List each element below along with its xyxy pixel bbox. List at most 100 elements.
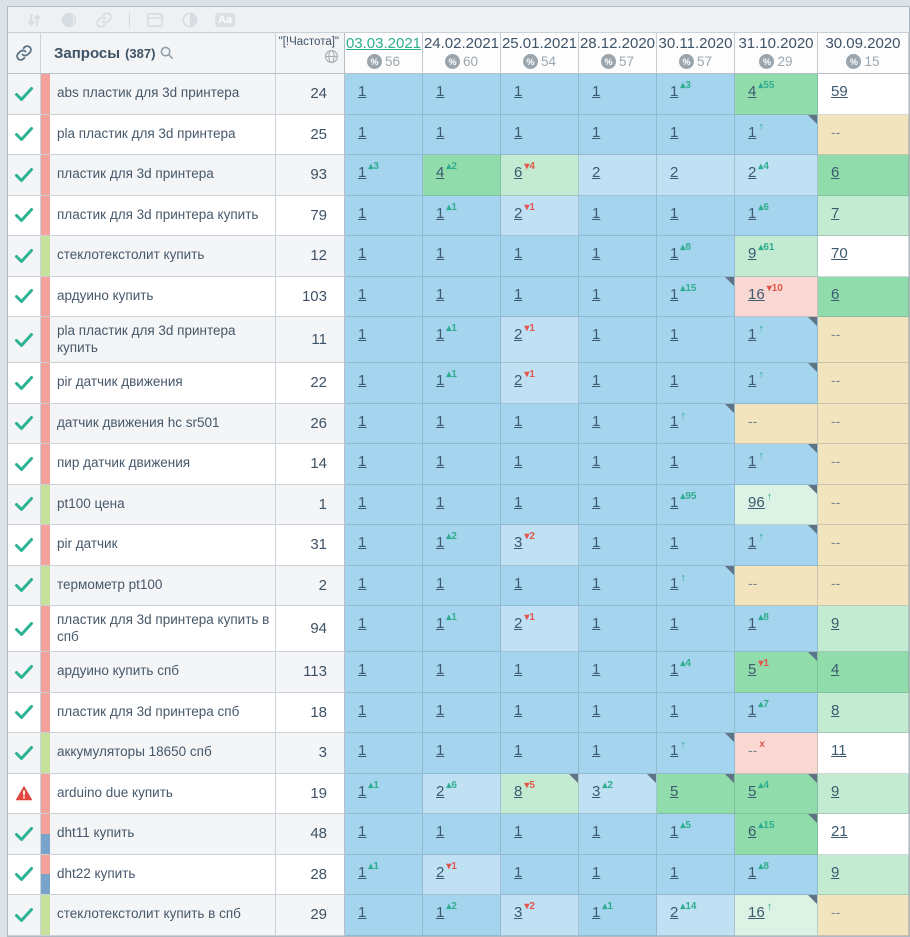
position-link[interactable]: 4 (831, 661, 840, 678)
position-link[interactable]: 1 (592, 742, 601, 759)
keyword-cell[interactable]: пластик для 3d принтера (50, 155, 275, 196)
position-link[interactable]: 1 (592, 326, 601, 343)
position-link[interactable]: 6 (514, 164, 523, 181)
link-icon[interactable] (94, 11, 114, 29)
position-link[interactable]: 1 (748, 534, 757, 551)
position-link[interactable]: 2 (514, 615, 523, 632)
keyword-cell[interactable]: dht11 купить (50, 814, 275, 855)
keyword-cell[interactable]: пир датчик движения (50, 444, 275, 485)
position-link[interactable]: 4 (436, 164, 445, 181)
position-link[interactable]: 5 (748, 782, 757, 800)
position-link[interactable]: 1 (436, 412, 445, 430)
position-link[interactable]: 1 (670, 83, 679, 100)
position-link[interactable]: 1 (358, 83, 367, 100)
check-icon[interactable] (14, 866, 34, 882)
position-link[interactable]: 1 (748, 204, 757, 222)
position-link[interactable]: 1 (592, 285, 601, 303)
position-link[interactable]: 1 (670, 823, 679, 840)
position-link[interactable]: 1 (358, 204, 367, 222)
check-icon[interactable] (14, 456, 34, 472)
check-icon[interactable] (14, 415, 34, 431)
keyword-cell[interactable]: аккумуляторы 18650 спб (50, 733, 275, 774)
position-link[interactable]: 6 (748, 823, 757, 840)
status-cell[interactable] (8, 854, 41, 895)
position-link[interactable]: 16 (748, 904, 765, 921)
position-link[interactable]: 1 (358, 453, 367, 470)
position-link[interactable]: 1 (436, 534, 445, 551)
keyword-cell[interactable]: pir датчик движения (50, 363, 275, 404)
position-link[interactable]: 59 (831, 83, 848, 100)
position-link[interactable]: 7 (831, 204, 840, 222)
position-link[interactable]: 1 (592, 615, 601, 632)
position-link[interactable]: 2 (514, 326, 523, 343)
check-icon[interactable] (14, 907, 34, 923)
check-icon[interactable] (14, 332, 34, 348)
position-link[interactable]: 1 (436, 742, 445, 759)
keyword-cell[interactable]: pt100 цена (50, 484, 275, 525)
position-link[interactable]: 1 (514, 453, 523, 470)
position-link[interactable]: 1 (358, 285, 367, 303)
position-link[interactable]: 9 (831, 782, 840, 800)
status-cell[interactable] (8, 565, 41, 606)
position-link[interactable]: 1 (514, 742, 523, 759)
position-link[interactable]: 1 (592, 493, 601, 511)
position-link[interactable]: 11 (831, 742, 847, 759)
position-link[interactable]: 1 (592, 245, 601, 262)
keyword-cell[interactable]: ардуино купить (50, 276, 275, 317)
position-link[interactable]: 1 (514, 285, 523, 303)
position-link[interactable]: 1 (592, 412, 601, 430)
position-link[interactable]: 1 (670, 204, 679, 222)
status-cell[interactable] (8, 236, 41, 277)
position-link[interactable]: 2 (514, 372, 523, 389)
check-icon[interactable] (14, 126, 34, 142)
status-cell[interactable] (8, 525, 41, 566)
position-link[interactable]: 1 (514, 701, 523, 719)
check-icon[interactable] (14, 826, 34, 842)
position-link[interactable]: 1 (436, 493, 445, 511)
position-link[interactable]: 1 (436, 453, 445, 470)
keyword-cell[interactable]: pla пластик для 3d принтера купить (50, 317, 275, 363)
status-cell[interactable] (8, 276, 41, 317)
position-link[interactable]: 3 (514, 904, 523, 921)
check-icon[interactable] (14, 375, 34, 391)
position-link[interactable]: 21 (831, 823, 848, 840)
position-link[interactable]: 1 (358, 372, 367, 389)
position-link[interactable]: 2 (592, 164, 601, 181)
position-link[interactable]: 1 (436, 574, 445, 592)
position-link[interactable]: 1 (670, 453, 679, 470)
position-link[interactable]: 1 (358, 742, 367, 759)
search-icon[interactable] (160, 46, 174, 60)
check-icon[interactable] (14, 577, 34, 593)
position-link[interactable]: 96 (748, 493, 765, 511)
position-link[interactable]: 1 (592, 372, 601, 389)
position-link[interactable]: 1 (358, 823, 367, 840)
position-link[interactable]: 2 (436, 782, 445, 800)
position-link[interactable]: 1 (358, 863, 367, 881)
position-link[interactable]: 1 (670, 863, 679, 881)
position-link[interactable]: 1 (514, 493, 523, 511)
status-cell[interactable] (8, 114, 41, 155)
panel-icon[interactable] (145, 11, 165, 29)
position-link[interactable]: 1 (670, 123, 679, 141)
position-link[interactable]: 1 (592, 904, 601, 921)
status-cell[interactable] (8, 74, 41, 115)
status-cell[interactable] (8, 444, 41, 485)
position-link[interactable]: 1 (592, 123, 601, 141)
warning-icon[interactable] (15, 785, 33, 801)
check-icon[interactable] (14, 167, 34, 183)
position-link[interactable]: 3 (592, 782, 601, 800)
check-icon[interactable] (14, 664, 34, 680)
position-link[interactable]: 1 (436, 245, 445, 262)
position-link[interactable]: 1 (592, 661, 601, 678)
position-link[interactable]: 1 (670, 412, 679, 430)
position-link[interactable]: 1 (358, 493, 367, 511)
check-icon[interactable] (14, 86, 34, 102)
position-link[interactable]: 1 (358, 661, 367, 678)
position-link[interactable]: 1 (670, 326, 679, 343)
position-link[interactable]: 1 (436, 904, 445, 921)
keyword-cell[interactable]: стеклотекстолит купить (50, 236, 275, 277)
status-cell[interactable] (8, 733, 41, 774)
position-link[interactable]: 1 (592, 453, 601, 470)
position-link[interactable]: 1 (358, 412, 367, 430)
position-link[interactable]: 9 (831, 863, 840, 881)
